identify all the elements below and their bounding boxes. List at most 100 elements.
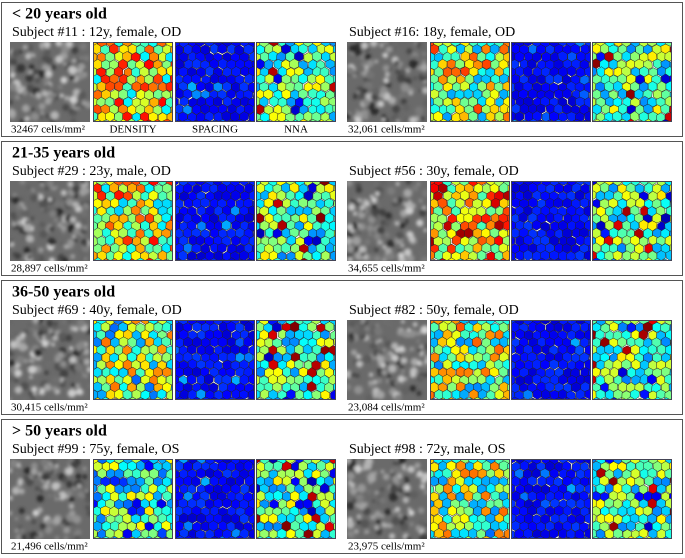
cell <box>617 447 626 457</box>
cell <box>520 446 529 457</box>
photo-speck <box>412 185 419 192</box>
photo-speck <box>73 201 80 208</box>
cell <box>287 97 296 107</box>
photo-speck <box>31 108 35 112</box>
cell <box>299 446 308 456</box>
photo-speck <box>418 251 422 255</box>
cell <box>261 30 270 40</box>
photo <box>345 178 431 265</box>
cell <box>627 168 636 178</box>
cell <box>678 90 685 100</box>
cell <box>339 469 348 479</box>
cell <box>201 447 210 458</box>
photo-speck <box>84 374 88 378</box>
cell <box>584 168 593 178</box>
cell <box>334 30 343 40</box>
cell <box>191 258 201 268</box>
cell <box>334 521 343 531</box>
cell <box>308 446 317 457</box>
photo-speck <box>54 200 61 207</box>
cell <box>563 307 572 318</box>
cell <box>669 447 678 457</box>
cell <box>674 68 683 78</box>
photo-speck <box>401 369 405 373</box>
cell <box>101 322 110 332</box>
photo-speck <box>54 322 58 326</box>
photo-speck <box>386 46 392 52</box>
photo-speck <box>413 56 417 60</box>
photo-speck <box>406 179 412 185</box>
cell <box>192 446 201 456</box>
photo-speck <box>364 89 368 93</box>
photo-speck <box>352 236 361 245</box>
photo-speck <box>400 365 404 369</box>
photo-speck <box>416 471 423 478</box>
cell <box>591 169 600 179</box>
photo-speck <box>85 505 90 510</box>
cell <box>175 169 184 179</box>
photo-speck <box>45 186 50 191</box>
photo-speck <box>26 98 29 101</box>
photo-speck <box>408 508 411 511</box>
cell <box>661 168 670 178</box>
photo-speck <box>29 375 32 378</box>
cell <box>325 30 334 41</box>
photo-speck <box>59 86 63 90</box>
photo-speck <box>68 389 77 398</box>
photo-speck <box>423 489 429 495</box>
photo-speck <box>69 503 74 508</box>
photo-speck <box>20 460 27 467</box>
photo-speck <box>31 395 35 399</box>
photo-speck <box>372 499 375 502</box>
cell <box>226 168 235 178</box>
cell <box>324 308 333 318</box>
photo-speck <box>356 514 361 519</box>
photo-speck <box>417 66 421 70</box>
photo-speck <box>397 74 406 83</box>
nna-map <box>578 167 685 269</box>
photo-speck <box>370 39 378 47</box>
photo-speck <box>403 469 407 473</box>
photo-speck <box>345 238 352 245</box>
cell <box>175 536 185 547</box>
photo-speck <box>54 93 57 96</box>
photo-speck <box>26 74 34 82</box>
cell <box>554 29 563 40</box>
photo-speck <box>58 332 67 341</box>
photo-speck <box>356 361 363 368</box>
cell <box>572 119 581 129</box>
cell <box>508 447 517 457</box>
cell <box>316 446 325 456</box>
cell <box>679 183 685 194</box>
photo-speck <box>398 513 402 517</box>
photo-speck <box>63 62 67 66</box>
photo-speck <box>377 240 383 246</box>
cell <box>256 169 265 180</box>
cell <box>635 447 644 457</box>
photo-speck <box>18 85 23 90</box>
photo-speck <box>40 523 47 530</box>
photo-speck <box>8 83 16 91</box>
cell <box>503 221 512 231</box>
photo-speck <box>50 111 59 120</box>
cell <box>330 66 339 76</box>
cell <box>657 344 666 354</box>
photo-speck <box>83 242 88 247</box>
cell <box>584 251 593 261</box>
photo-speck <box>398 66 401 69</box>
photo-speck <box>8 496 12 500</box>
photo-speck <box>407 376 413 382</box>
photo-speck <box>401 357 407 363</box>
photo-speck <box>368 474 376 482</box>
cell <box>218 307 227 318</box>
cell-density: 23,975 cells/mm² <box>348 541 425 553</box>
cell <box>247 307 256 318</box>
photo-speck <box>8 511 12 515</box>
photo-speck <box>401 83 410 92</box>
cell <box>210 536 219 546</box>
photo-speck <box>39 337 42 340</box>
photo-speck <box>362 209 366 213</box>
photo-speck <box>72 59 76 63</box>
photo-speck <box>398 40 407 49</box>
cell <box>679 197 685 208</box>
